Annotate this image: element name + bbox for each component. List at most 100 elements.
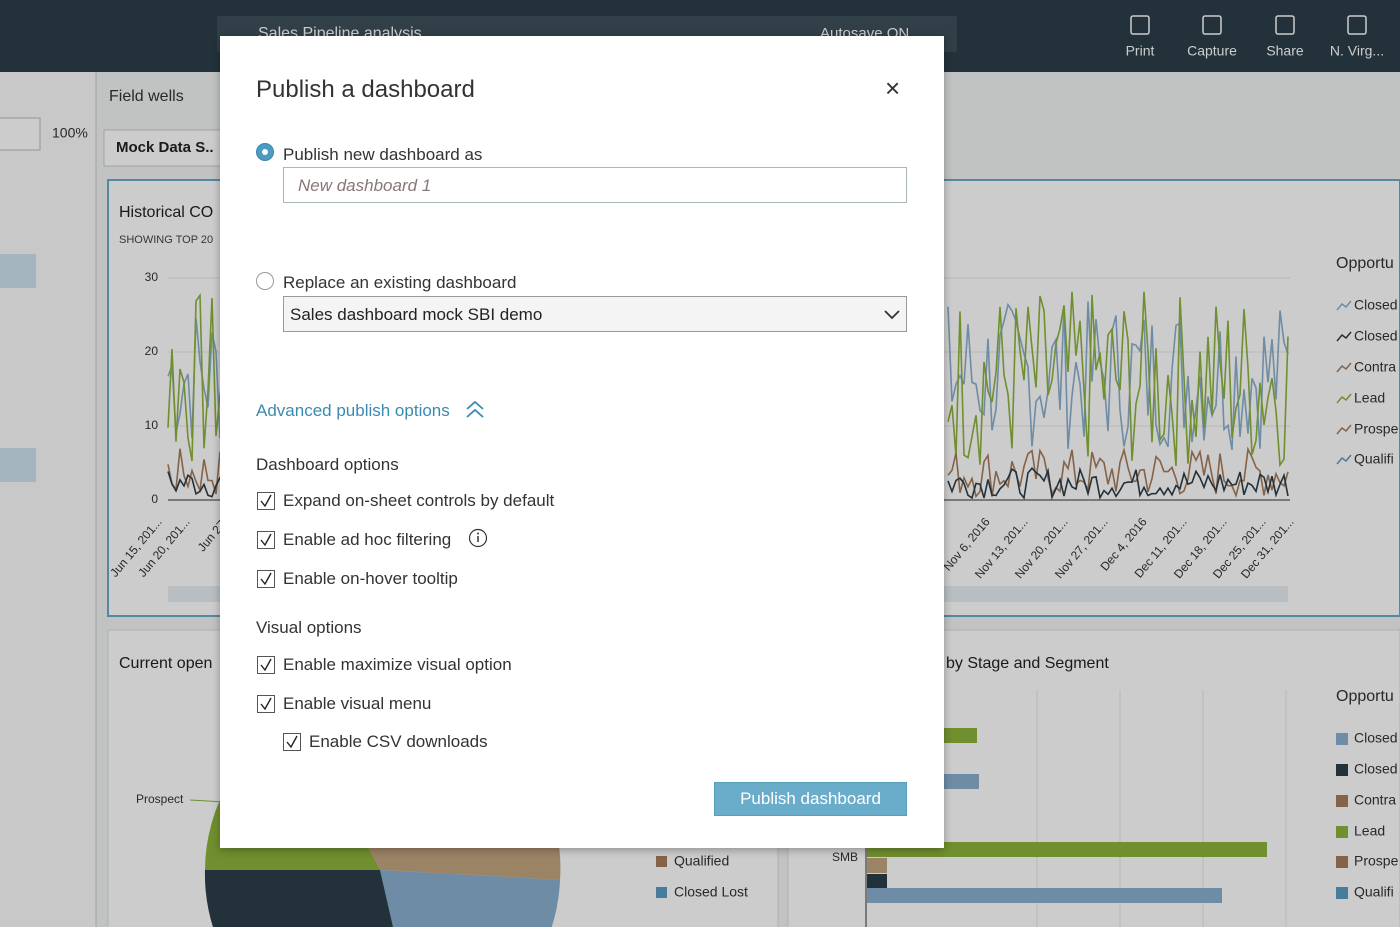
legend-label: Lead — [1354, 823, 1385, 839]
visual-title: by Stage and Segment — [946, 655, 1109, 672]
legend-swatch — [1336, 733, 1348, 745]
radio-label: Replace an existing dashboard — [283, 273, 517, 292]
visual-title: Current open — [119, 655, 212, 672]
legend-swatch — [1336, 795, 1348, 807]
legend-swatch — [656, 856, 667, 867]
field-wells: Field wells — [109, 88, 184, 105]
legend-title: Opportu — [1336, 255, 1394, 272]
radio-new[interactable] — [256, 143, 274, 161]
background-bar — [867, 874, 887, 889]
toolbar-icon — [1275, 15, 1295, 35]
background-line — [947, 466, 1289, 501]
checkbox-label: Enable on-hover tooltip — [283, 569, 458, 588]
background-bar — [867, 888, 1222, 903]
checkbox-label: Enable maximize visual option — [283, 655, 512, 674]
side-highlight — [0, 254, 36, 288]
input-placeholder: New dashboard 1 — [298, 176, 432, 195]
pie-slice — [204, 870, 394, 927]
legend-swatch — [1336, 362, 1352, 373]
radio-label: Publish new dashboard as — [283, 145, 483, 164]
axis-label: SMB — [832, 850, 858, 864]
publish-dialog: Publish a dashboard × Publish new dashbo… — [220, 36, 944, 848]
checkbox[interactable] — [257, 695, 275, 713]
checkbox-label: Enable CSV downloads — [309, 732, 488, 751]
legend-swatch — [1336, 856, 1348, 868]
checkbox[interactable] — [257, 656, 275, 674]
background-line — [947, 291, 1289, 468]
zoom-level: 100% — [52, 125, 88, 141]
section-heading: Visual options — [256, 618, 362, 637]
y-tick-label: 10 — [145, 418, 159, 432]
legend-swatch — [1336, 424, 1352, 435]
background-line — [947, 446, 1289, 499]
close-button[interactable]: × — [885, 73, 901, 103]
zoom-box — [0, 117, 41, 151]
dashboard-select[interactable]: Sales dashboard mock SBI demo — [283, 296, 907, 332]
legend-label: Contra — [1354, 792, 1396, 808]
checkbox[interactable] — [283, 733, 301, 751]
legend-swatch — [1336, 393, 1352, 404]
toolbar-action[interactable]: N. Virg... — [1330, 43, 1384, 59]
legend-label: Closed — [1354, 761, 1398, 777]
side-highlight — [0, 448, 36, 482]
toolbar-action[interactable]: Capture — [1187, 43, 1237, 59]
sheet-tab — [103, 129, 225, 167]
legend-swatch — [656, 887, 667, 898]
background-line — [167, 471, 225, 498]
legend-label: Contra — [1354, 359, 1396, 375]
legend-label: Qualifi — [1354, 451, 1394, 467]
checkbox-label: Enable ad hoc filtering — [283, 530, 452, 549]
checkbox-label: Expand on-sheet controls by default — [283, 491, 555, 510]
visual-subtitle: SHOWING TOP 20 — [119, 234, 213, 246]
select-value: Sales dashboard mock SBI demo — [290, 305, 543, 324]
legend-label: Closed Lost — [674, 884, 748, 900]
y-tick-label: 20 — [145, 344, 159, 358]
pie-slice — [380, 870, 560, 927]
check-mark — [260, 533, 272, 547]
check-mark — [286, 735, 298, 749]
toolbar-icon — [1130, 15, 1150, 35]
legend-swatch — [1336, 454, 1352, 465]
legend-label: Closed — [1354, 730, 1398, 746]
name-input[interactable]: New dashboard 1 — [283, 167, 907, 203]
legend-swatch — [1336, 826, 1348, 838]
toolbar-action[interactable]: Share — [1266, 43, 1304, 59]
checkbox[interactable] — [257, 570, 275, 588]
background-line — [947, 301, 1289, 451]
legend-swatch — [1336, 887, 1348, 899]
background-bar — [867, 842, 1267, 857]
check-mark — [260, 658, 272, 672]
sheet-tab-label: Mock Data S.. — [116, 139, 214, 156]
legend-swatch — [1336, 331, 1352, 342]
advanced-link[interactable]: Advanced publish options — [256, 401, 450, 420]
select-chevron — [884, 310, 900, 320]
visual-title: Historical CO — [119, 204, 213, 221]
toolbar-action[interactable]: Print — [1126, 43, 1155, 59]
legend-label: Closed — [1354, 297, 1398, 313]
collapse-icon — [466, 401, 484, 418]
dialog-title: Publish a dashboard — [256, 76, 475, 103]
y-tick-label: 0 — [151, 492, 158, 506]
checkbox-label: Enable visual menu — [283, 694, 432, 713]
toolbar-icon — [1202, 15, 1222, 35]
publish-button[interactable]: Publish dashboard — [714, 782, 907, 816]
radio-replace[interactable] — [256, 272, 274, 290]
legend-swatch — [1336, 764, 1348, 776]
legend-title: Opportu — [1336, 688, 1394, 705]
checkbox[interactable] — [257, 531, 275, 549]
check-mark — [260, 572, 272, 586]
legend-swatch — [1336, 300, 1352, 311]
legend-label: Closed — [1354, 328, 1398, 344]
legend-label: Prospe — [1354, 853, 1399, 869]
leader-line — [189, 799, 226, 803]
pie-label: Prospect — [136, 792, 184, 806]
toolbar-icon — [1347, 15, 1367, 35]
background-bar — [867, 858, 887, 873]
y-tick-label: 30 — [145, 270, 159, 284]
legend-label: Prospe — [1354, 421, 1399, 437]
check-mark — [260, 494, 272, 508]
info-icon — [468, 528, 488, 548]
checkbox[interactable] — [257, 492, 275, 510]
side-panel — [0, 72, 96, 927]
